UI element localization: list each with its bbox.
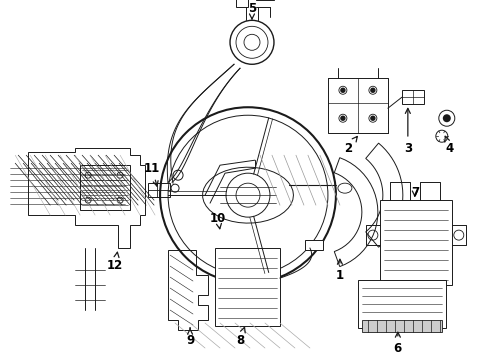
Circle shape [371, 88, 375, 92]
Circle shape [371, 116, 375, 120]
Text: 11: 11 [144, 162, 160, 186]
Text: 5: 5 [248, 2, 256, 19]
FancyBboxPatch shape [362, 320, 442, 332]
Text: 8: 8 [236, 327, 245, 347]
Circle shape [443, 114, 451, 122]
FancyBboxPatch shape [402, 90, 424, 104]
Circle shape [341, 88, 345, 92]
Text: 12: 12 [107, 252, 123, 271]
Text: 10: 10 [210, 212, 226, 229]
Text: 2: 2 [344, 136, 357, 155]
FancyBboxPatch shape [215, 248, 280, 326]
Text: 3: 3 [404, 108, 412, 155]
FancyBboxPatch shape [148, 183, 170, 197]
Circle shape [341, 116, 345, 120]
FancyBboxPatch shape [80, 165, 130, 210]
Text: 9: 9 [186, 328, 194, 347]
Text: 1: 1 [336, 259, 344, 282]
Text: 4: 4 [445, 136, 454, 155]
FancyBboxPatch shape [380, 200, 452, 285]
FancyBboxPatch shape [358, 280, 446, 328]
Text: 6: 6 [394, 332, 402, 355]
Text: 7: 7 [411, 186, 419, 199]
FancyBboxPatch shape [236, 0, 248, 7]
FancyBboxPatch shape [305, 240, 323, 250]
